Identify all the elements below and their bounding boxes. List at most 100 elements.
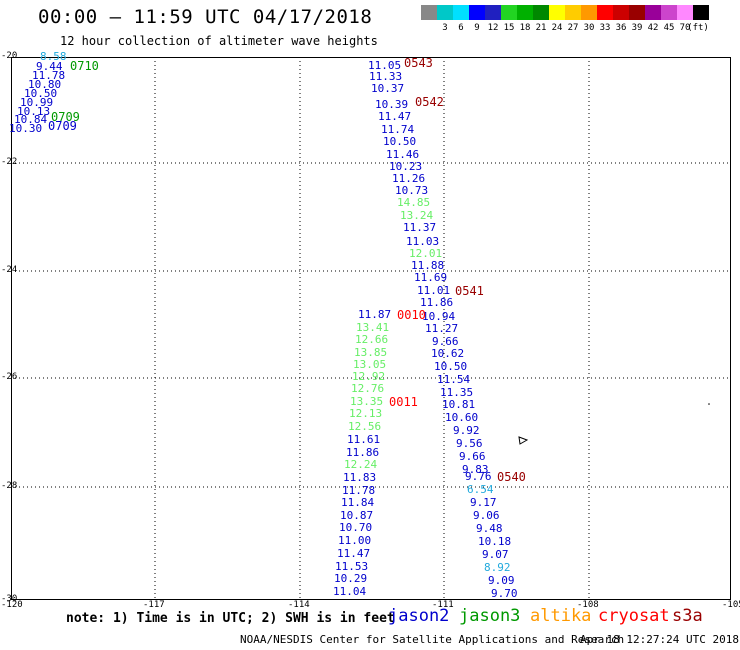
footer-credit: NOAA/NESDIS Center for Satellite Applica… xyxy=(240,633,625,646)
satellite-pass-label: 0709 xyxy=(51,110,80,124)
wave-height-value: 10.87 xyxy=(340,509,374,522)
wave-height-value: 11.61 xyxy=(347,433,381,446)
colorbar-tick-label: 27 xyxy=(567,23,579,33)
wave-height-value: 11.78 xyxy=(32,69,66,82)
wave-height-value: 11.78 xyxy=(342,484,376,497)
colorbar-swatch xyxy=(421,5,437,20)
wave-height-value: 11.04 xyxy=(333,585,367,598)
colorbar-swatch xyxy=(565,5,581,20)
wave-height-value: 12.56 xyxy=(348,420,382,433)
longitude-label: -114 xyxy=(288,600,310,610)
colorbar-swatch xyxy=(533,5,549,20)
colorbar-tick-label: 42 xyxy=(647,23,659,33)
colorbar-swatch xyxy=(597,5,613,20)
latitude-label: -26 xyxy=(1,372,18,382)
wave-height-value: 10.62 xyxy=(431,347,465,360)
wave-height-value: 12.24 xyxy=(344,458,378,471)
colorbar-swatch xyxy=(629,5,645,20)
satellite-pass-label: 0542 xyxy=(415,95,444,109)
colorbar-tick-label: 6 xyxy=(458,23,464,33)
wave-height-value: 10.50 xyxy=(24,87,58,100)
legend-entry-s3a: s3a xyxy=(672,606,703,626)
colorbar-swatch xyxy=(677,5,693,20)
wave-height-value: 10.73 xyxy=(395,184,429,197)
colorbar-swatch xyxy=(453,5,469,20)
wave-height-value: 10.81 xyxy=(442,398,476,411)
wave-height-value: 11.47 xyxy=(337,547,371,560)
wave-height-value: 11.74 xyxy=(381,123,415,136)
wave-height-value: 9.17 xyxy=(470,496,497,509)
map-border xyxy=(11,57,731,600)
longitude-label: -120 xyxy=(1,600,23,610)
colorbar-swatch xyxy=(645,5,661,20)
wave-height-value: 13.24 xyxy=(400,209,434,222)
wave-height-value: 9.92 xyxy=(453,424,480,437)
island-dot xyxy=(708,403,710,405)
colorbar-tick-label: 12 xyxy=(487,23,499,33)
wave-height-value: 11.00 xyxy=(338,534,372,547)
wave-height-value: 9.56 xyxy=(456,437,483,450)
colorbar-swatch xyxy=(469,5,485,20)
wave-height-value: 10.39 xyxy=(375,98,409,111)
wave-height-value: 10.30 xyxy=(9,122,43,135)
wave-height-value: 9.09 xyxy=(488,574,515,587)
wave-height-value: 12.76 xyxy=(351,382,385,395)
colorbar-unit: (ft) xyxy=(687,23,709,33)
wave-height-value: 11.83 xyxy=(343,471,377,484)
wave-height-value: 9.83 xyxy=(462,463,489,476)
satellite-pass-label: 0540 xyxy=(497,470,526,484)
wave-height-value: 14.85 xyxy=(397,196,431,209)
latitude-label: -20 xyxy=(1,51,18,61)
wave-height-value: 8.92 xyxy=(484,561,511,574)
wave-height-value: 6.54 xyxy=(467,483,494,496)
wave-height-value: 12.13 xyxy=(349,407,383,420)
wave-height-value: 13.35 xyxy=(350,395,384,408)
colorbar-swatch xyxy=(581,5,597,20)
colorbar-tick-label: 33 xyxy=(599,23,611,33)
wave-height-value: 12.01 xyxy=(409,247,443,260)
wave-height-value: 8.58 xyxy=(40,50,67,63)
wave-height-value: 11.46 xyxy=(386,148,420,161)
wave-height-value: 9.48 xyxy=(476,522,503,535)
map-frame xyxy=(11,57,731,600)
colorbar-tick-label: 15 xyxy=(503,23,515,33)
wave-height-value: 11.87 xyxy=(358,308,392,321)
wave-height-value: 12.92 xyxy=(352,370,386,383)
colorbar-swatch xyxy=(549,5,565,20)
page-title: 00:00 — 11:59 UTC 04/17/2018 xyxy=(38,6,373,28)
wave-height-value: 9.06 xyxy=(473,509,500,522)
wave-height-value: 10.94 xyxy=(422,310,456,323)
wave-height-value: 10.23 xyxy=(389,160,423,173)
longitude-label: -105 xyxy=(722,600,740,610)
wave-height-value: 11.35 xyxy=(440,386,474,399)
wave-height-value: 9.66 xyxy=(432,335,459,348)
legend-entry-jason2: jason2 xyxy=(388,606,450,626)
wave-height-value: 11.84 xyxy=(341,496,375,509)
wave-height-value: 10.80 xyxy=(28,78,62,91)
wave-height-value: 13.85 xyxy=(354,346,388,359)
wave-height-value: 11.26 xyxy=(392,172,426,185)
colorbar-tick-label: 9 xyxy=(474,23,480,33)
satellite-pass-label: 0709 xyxy=(48,119,77,133)
colorbar-tick-label: 18 xyxy=(519,23,531,33)
wave-height-value: 11.05 xyxy=(368,59,402,72)
legend-entry-altika: altika xyxy=(530,606,592,626)
colorbar-tick-label: 45 xyxy=(663,23,675,33)
colorbar-tick-label: 30 xyxy=(583,23,595,33)
longitude-label: -111 xyxy=(432,600,454,610)
colorbar-tick-label: 70 xyxy=(679,23,691,33)
wave-height-value: 10.29 xyxy=(334,572,368,585)
colorbar-tick-label: 24 xyxy=(551,23,563,33)
colorbar-tick-label: 3 xyxy=(442,23,448,33)
latitude-label: -28 xyxy=(1,481,18,491)
colorbar-swatch xyxy=(693,5,709,20)
wave-height-value: 12.66 xyxy=(355,333,389,346)
wave-height-value: 10.37 xyxy=(371,82,405,95)
colorbar-swatch xyxy=(661,5,677,20)
wave-height-value: 10.50 xyxy=(383,135,417,148)
wave-height-value: 11.86 xyxy=(420,296,454,309)
wave-height-value: 9.76 xyxy=(465,470,492,483)
wave-height-value: 11.01 xyxy=(417,284,451,297)
footer-timestamp: Apr 18 12:27:24 UTC 2018 xyxy=(580,633,739,646)
legend-entry-jason3: jason3 xyxy=(459,606,521,626)
